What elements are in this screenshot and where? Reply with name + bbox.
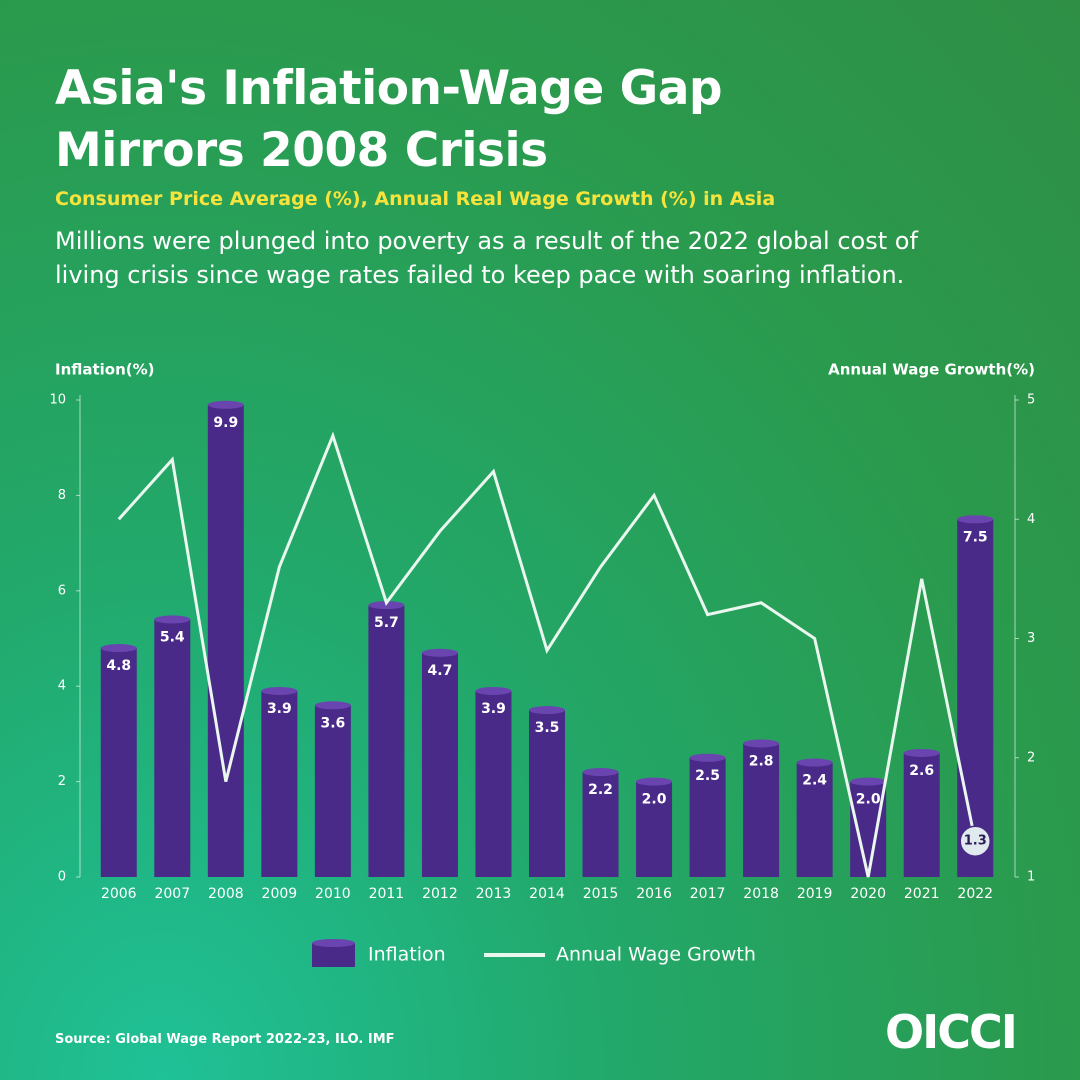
bar-label: 3.6	[320, 715, 345, 731]
y2-tick-label: 3	[1027, 631, 1035, 646]
y2-tick-label: 4	[1027, 512, 1035, 527]
bar-label: 2.2	[588, 782, 613, 798]
y-tick-label: 8	[58, 488, 66, 503]
bar-label: 7.5	[963, 529, 988, 545]
bar-label: 2.0	[856, 792, 881, 808]
x-tick-label: 2014	[529, 886, 565, 902]
bar-top	[154, 615, 191, 624]
bar-label: 2.5	[695, 768, 720, 784]
bar-top	[903, 748, 940, 757]
x-tick-label: 2013	[476, 886, 512, 902]
bar-top	[850, 777, 887, 786]
bar	[743, 743, 780, 877]
x-tick-label: 2010	[315, 886, 351, 902]
point-label: 1.3	[964, 834, 987, 849]
logo: OICCI	[885, 1005, 1018, 1059]
bar-top	[636, 777, 673, 786]
y-tick-label: 4	[58, 679, 66, 694]
x-tick-label: 2022	[957, 886, 993, 902]
x-tick-label: 2006	[101, 886, 137, 902]
bar-top	[475, 686, 512, 695]
bar	[207, 404, 244, 877]
x-tick-label: 2011	[369, 886, 405, 902]
bar-top	[100, 644, 137, 653]
x-tick-label: 2019	[797, 886, 833, 902]
y2-tick-label: 1	[1027, 870, 1035, 885]
bar-top	[421, 648, 458, 657]
point-marker	[959, 825, 991, 857]
y2-axis-label: Annual Wage Growth(%)	[828, 361, 1035, 379]
bar	[796, 762, 833, 877]
bar	[957, 519, 994, 877]
source: Source: Global Wage Report 2022-23, ILO.…	[55, 1032, 395, 1047]
x-tick-label: 2015	[583, 886, 619, 902]
bar-top	[582, 768, 619, 777]
x-tick-label: 2017	[690, 886, 726, 902]
bar-label: 4.7	[428, 663, 453, 679]
x-tick-label: 2018	[743, 886, 779, 902]
legend-swatch-top	[312, 939, 355, 947]
bar-top	[529, 706, 565, 715]
title: Asia's Inflation-Wage Gap Mirrors 2008 C…	[55, 61, 723, 178]
legend-label: Annual Wage Growth	[556, 944, 756, 966]
bar-label: 3.9	[267, 701, 292, 717]
y2-tick-label: 5	[1027, 393, 1035, 408]
bar	[582, 772, 619, 877]
bar-top	[689, 753, 726, 762]
bar-top	[796, 758, 833, 767]
x-tick-label: 2008	[208, 886, 244, 902]
bar	[314, 705, 351, 877]
x-tick-label: 2021	[904, 886, 940, 902]
y2-tick-label: 2	[1027, 750, 1035, 765]
subtitle: Consumer Price Average (%), Annual Real …	[55, 188, 776, 210]
bar	[368, 605, 405, 877]
bar	[261, 690, 298, 877]
bar	[903, 752, 940, 877]
bar-label: 3.5	[535, 720, 560, 736]
y-tick-label: 0	[58, 870, 66, 885]
bar-top	[207, 400, 244, 409]
bar-label: 2.4	[802, 773, 827, 789]
legend-label: Inflation	[368, 944, 446, 966]
bar-top	[957, 515, 994, 524]
line	[117, 431, 977, 878]
x-tick-label: 2012	[422, 886, 458, 902]
bar	[421, 652, 458, 877]
bar-label: 3.9	[481, 701, 506, 717]
description: Millions were plunged into poverty as a …	[55, 227, 918, 289]
x-tick-label: 2009	[262, 886, 298, 902]
bar	[636, 781, 673, 877]
bar-label: 2.8	[749, 753, 774, 769]
bar-label: 4.8	[106, 658, 131, 674]
bar-label: 5.4	[160, 629, 185, 645]
x-tick-label: 2007	[154, 886, 190, 902]
bar-label: 5.7	[374, 615, 399, 631]
bar-top	[743, 739, 780, 748]
y-tick-label: 10	[49, 393, 66, 408]
bar-label: 9.9	[213, 415, 238, 431]
x-tick-label: 2020	[850, 886, 886, 902]
x-tick-label: 2016	[636, 886, 672, 902]
y-tick-label: 6	[58, 583, 66, 598]
y-axis-label: Inflation(%)	[55, 361, 155, 379]
bar	[100, 648, 137, 877]
bar	[529, 710, 565, 877]
bar	[689, 757, 726, 877]
bar-label: 2.6	[909, 763, 934, 779]
bar-label: 2.0	[642, 792, 667, 808]
y-tick-label: 2	[58, 774, 66, 789]
bar	[475, 690, 512, 877]
bar	[154, 619, 191, 877]
bar-top	[261, 686, 298, 695]
bar-top	[314, 701, 351, 710]
